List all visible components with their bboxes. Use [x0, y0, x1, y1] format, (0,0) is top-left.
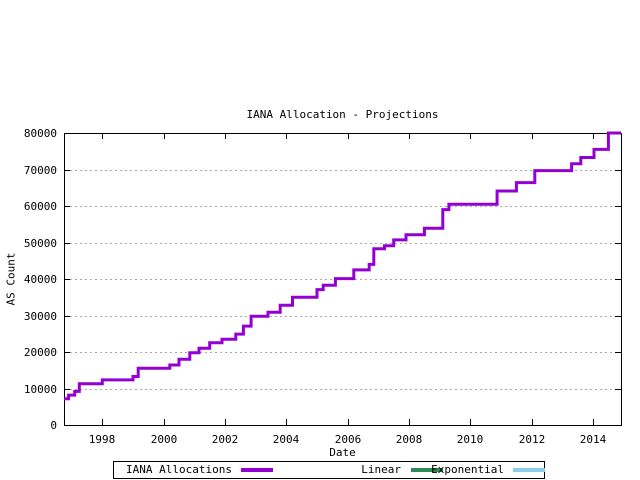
legend-line-sample-iana-icon — [241, 468, 273, 472]
x-axis-label: Date — [329, 446, 356, 459]
legend-label-exponential: Exponential — [431, 463, 504, 476]
x-tick-label: 1998 — [88, 433, 116, 446]
y-tick-label: 80000 — [23, 127, 57, 140]
y-tick-label: 50000 — [23, 237, 57, 250]
legend: IANA Allocations Linear Exponential — [113, 461, 545, 479]
x-tick-label: 2000 — [150, 433, 178, 446]
x-tick-label: 2014 — [579, 433, 607, 446]
y-tick-label: 0 — [50, 419, 57, 432]
x-tick-label: 2004 — [272, 433, 300, 446]
legend-line-sample-linear-icon — [411, 468, 443, 472]
legend-line-sample-exponential-icon — [513, 468, 545, 472]
x-tick-label: 2012 — [518, 433, 546, 446]
y-tick-label: 10000 — [23, 383, 57, 396]
y-tick-label: 40000 — [23, 273, 57, 286]
y-tick-label: 30000 — [23, 310, 57, 323]
x-tick-label: 2010 — [456, 433, 484, 446]
x-tick-label: 2006 — [334, 433, 362, 446]
series-step-line — [64, 131, 621, 401]
x-tick-label: 2008 — [395, 433, 423, 446]
y-tick-label: 20000 — [23, 346, 57, 359]
legend-label-iana-allocations: IANA Allocations — [126, 463, 232, 476]
y-tick-label: 70000 — [23, 164, 57, 177]
y-tick-label: 60000 — [23, 200, 57, 213]
chart-title: IANA Allocation - Projections — [246, 108, 439, 121]
legend-label-linear: Linear — [361, 463, 401, 476]
x-tick-label: 2002 — [211, 433, 239, 446]
